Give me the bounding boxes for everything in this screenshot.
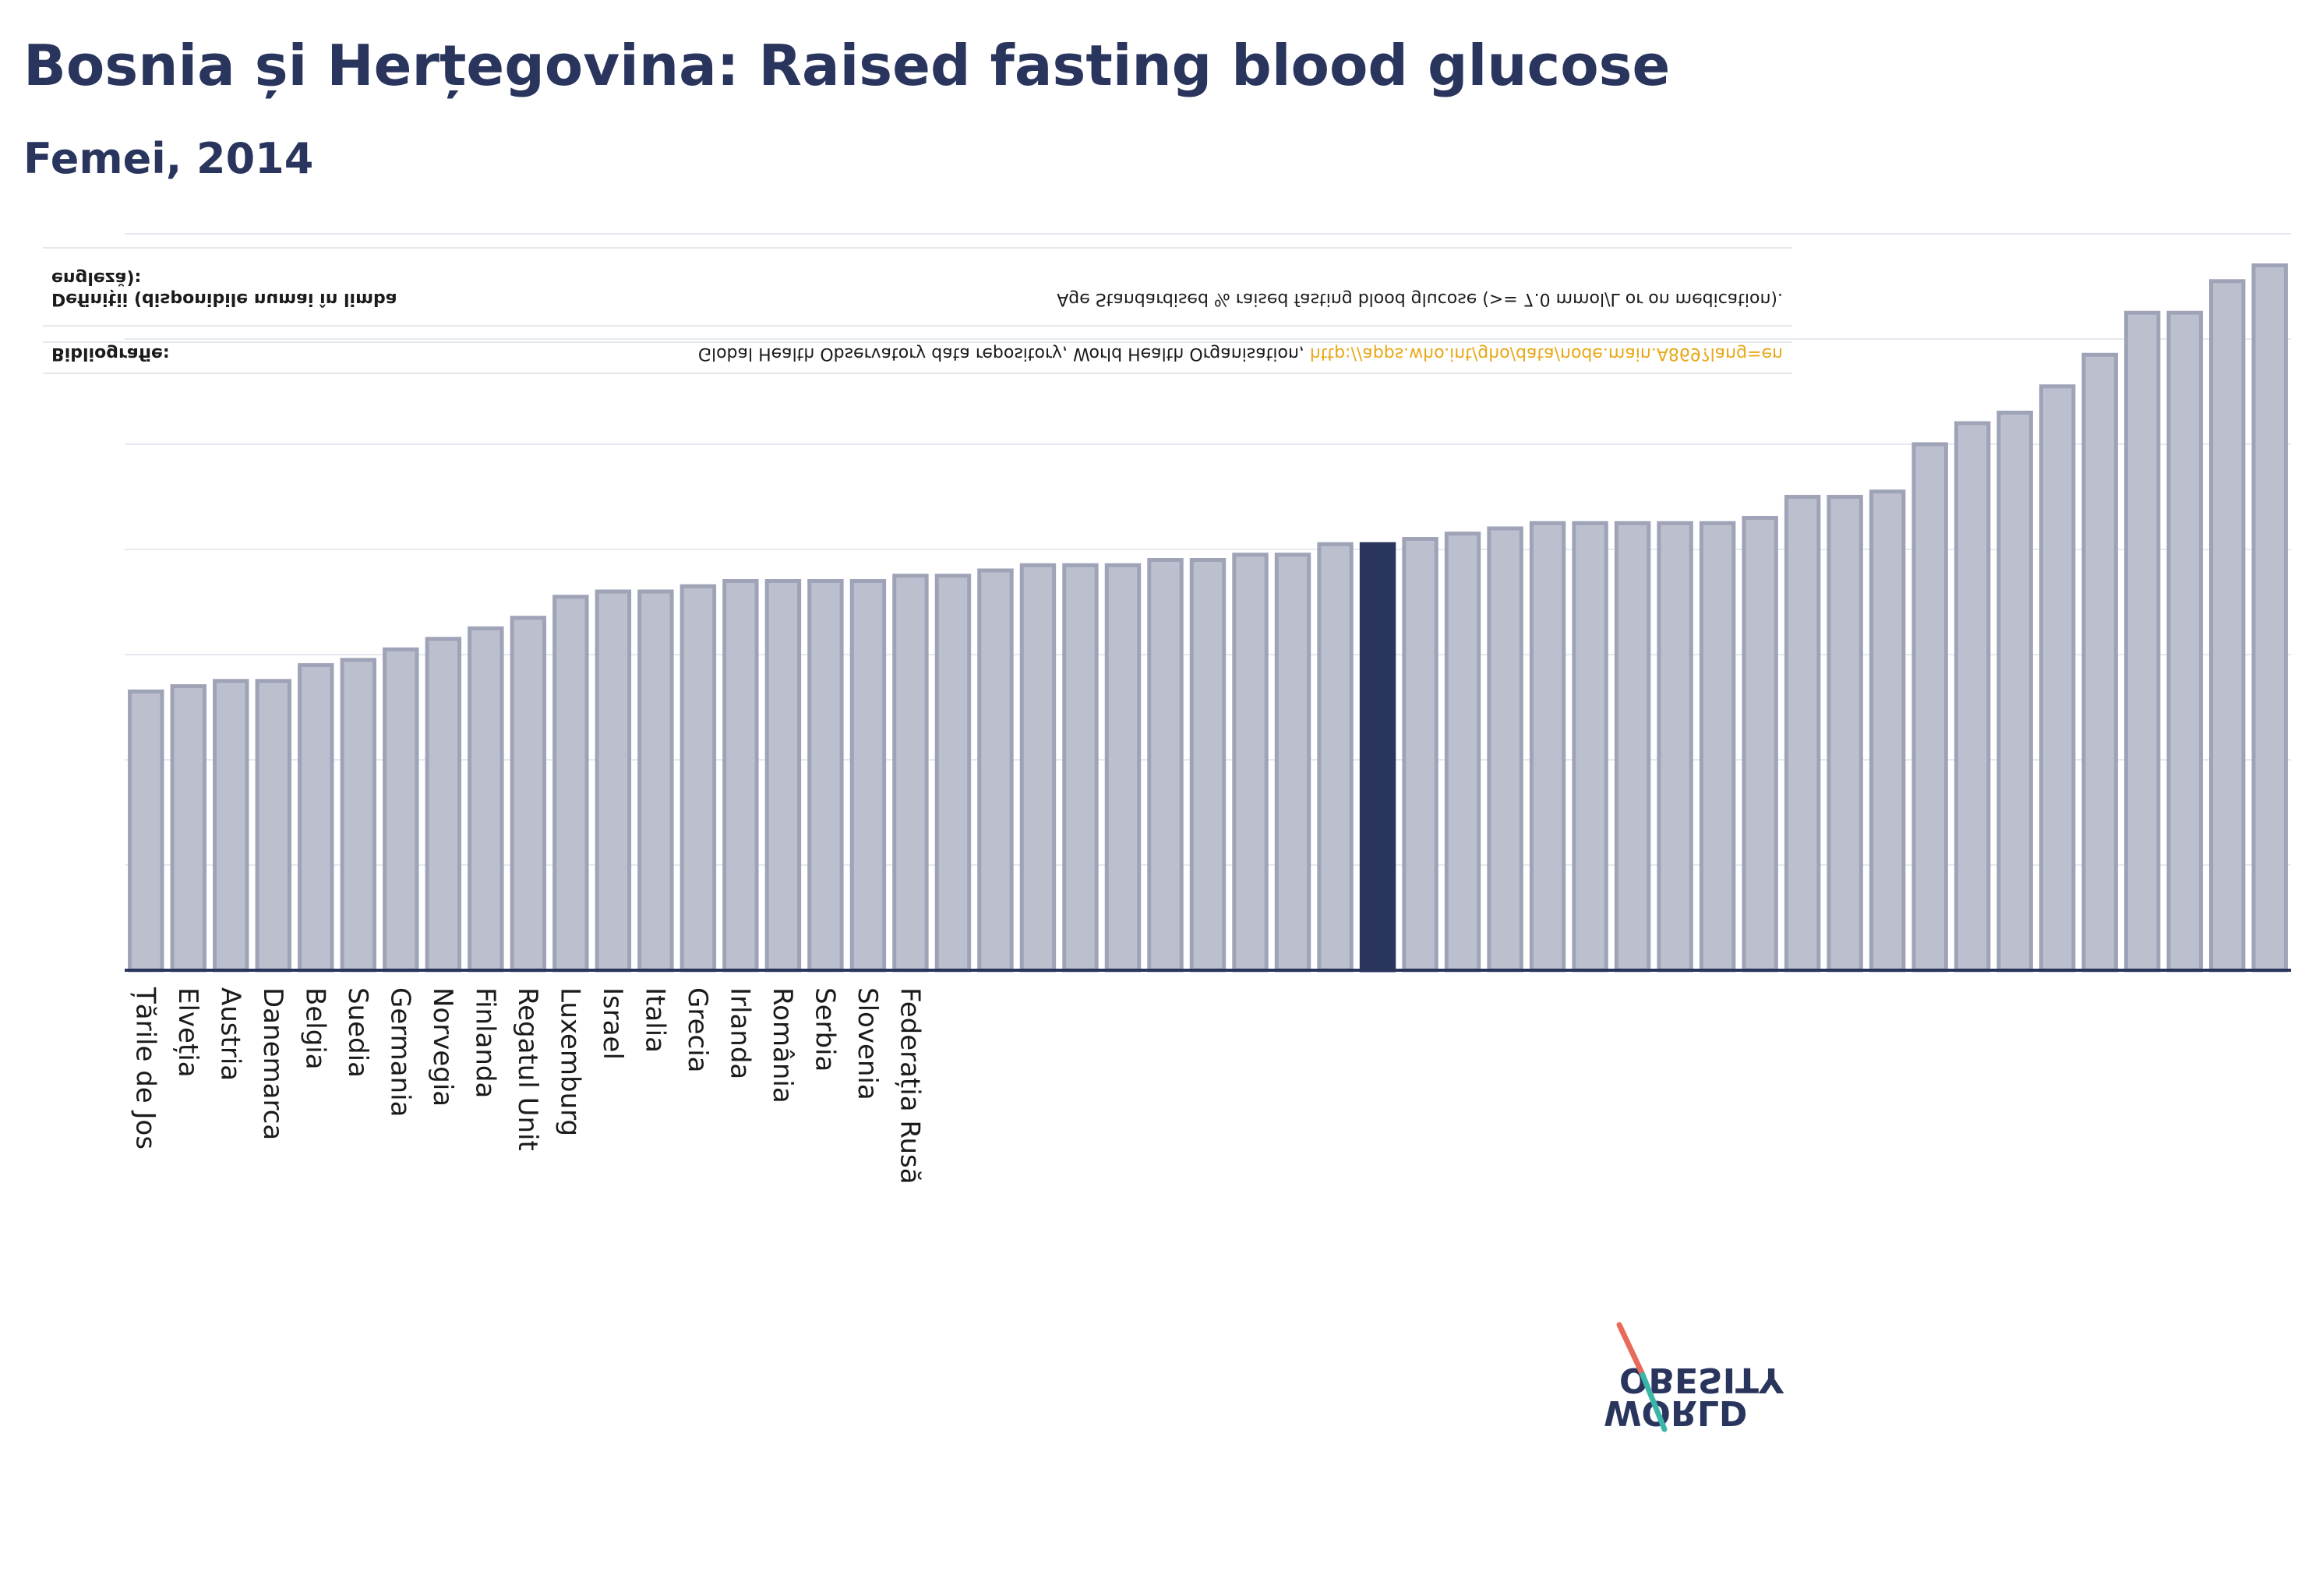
bibliography-source: Global Health Observatory data repositor… [698, 344, 1304, 363]
category-label: Slovenia [852, 987, 883, 1100]
bar[interactable] [255, 679, 291, 973]
category-label: Danemarca [257, 987, 288, 1140]
bar[interactable] [468, 626, 504, 973]
definitions-text: Age Standardised % raised fasting blood … [1057, 289, 1783, 309]
category-label: Grecia [682, 987, 713, 1072]
logo-text-world: WORLD [1604, 1393, 1747, 1432]
bar[interactable] [1062, 563, 1099, 973]
bar[interactable] [510, 616, 547, 973]
bibliography-label: Bibliografie: [51, 344, 170, 363]
bar[interactable] [425, 637, 462, 973]
bar[interactable] [213, 679, 249, 973]
bar[interactable] [1104, 563, 1142, 973]
bar[interactable] [1147, 558, 1184, 973]
bar[interactable] [1529, 521, 1566, 973]
bar[interactable] [1996, 411, 2033, 973]
bar[interactable] [2038, 384, 2076, 973]
bar[interactable] [2251, 263, 2288, 973]
bar[interactable] [1572, 521, 1608, 973]
bar[interactable] [128, 689, 164, 973]
bar[interactable] [679, 584, 717, 973]
bar[interactable] [977, 568, 1014, 973]
category-label: Finlanda [469, 987, 500, 1098]
chart-title: Bosnia și Herțegovina: Raised fasting bl… [23, 33, 1671, 98]
bibliography-text: Global Health Observatory data repositor… [698, 344, 1783, 363]
definitions-label-line1: Definiții (disponibile numai în limba [51, 289, 397, 309]
category-label: Regatul Unit [512, 987, 543, 1151]
bar[interactable] [1444, 531, 1481, 973]
bar[interactable] [1019, 563, 1057, 973]
category-label: Norvegia [427, 987, 458, 1107]
bar-highlight[interactable] [1359, 542, 1396, 973]
category-label: Irlanda [724, 987, 755, 1079]
bar[interactable] [1827, 495, 1863, 973]
bar[interactable] [892, 574, 929, 973]
bar[interactable] [1954, 421, 1991, 973]
bar[interactable] [170, 684, 206, 973]
bar[interactable] [340, 658, 377, 973]
bar[interactable] [2081, 352, 2118, 973]
bar[interactable] [1699, 521, 1736, 973]
category-label: Suedia [342, 987, 373, 1078]
bibliography-link[interactable]: http://apps.who.int/gho/data/node.main.A… [1310, 344, 1783, 363]
logo-slash [1616, 1322, 1646, 1378]
bar[interactable] [1911, 442, 1948, 973]
bar[interactable] [807, 579, 844, 973]
bar[interactable] [1487, 526, 1523, 973]
bars [128, 263, 2288, 973]
bar[interactable] [2209, 279, 2246, 973]
bar[interactable] [764, 579, 802, 973]
category-label: Italia [639, 987, 670, 1053]
bar[interactable] [849, 579, 887, 973]
bar[interactable] [1657, 521, 1693, 973]
bar[interactable] [383, 647, 419, 973]
category-label: Țările de Jos [129, 987, 161, 1149]
bar[interactable] [1317, 542, 1354, 973]
notes-box: Bibliografie: Global Health Observatory … [43, 247, 1792, 374]
bar[interactable] [1614, 521, 1651, 973]
definitions-label-line2: engleză): [51, 268, 141, 288]
category-label: Serbia [809, 987, 840, 1072]
category-label: Luxemburg [554, 987, 585, 1136]
bar[interactable] [298, 663, 334, 973]
category-label: Israel [597, 987, 628, 1060]
category-labels: Țările de Jos Elveția Austria Danemarca Belg… [129, 987, 925, 1185]
bar[interactable] [1232, 553, 1269, 973]
category-label: Belgia [299, 987, 330, 1070]
category-label: Elveția [172, 987, 203, 1078]
bar[interactable] [934, 574, 972, 973]
category-label: Austria [214, 987, 245, 1081]
logo-slash-lower [1640, 1372, 1668, 1432]
world-obesity-logo: OBESITY WORLD [1604, 1322, 1784, 1432]
bar[interactable] [1274, 553, 1311, 973]
bar[interactable] [1189, 558, 1227, 973]
chart-subtitle: Femei, 2014 [23, 134, 314, 183]
bar[interactable] [1742, 516, 1778, 973]
bar[interactable] [595, 589, 632, 973]
bar[interactable] [1784, 495, 1821, 973]
category-label: Federația Rusă [894, 987, 925, 1185]
bar[interactable] [2124, 310, 2161, 973]
bar[interactable] [1402, 537, 1438, 973]
bar[interactable] [552, 595, 589, 973]
bar[interactable] [2166, 310, 2203, 973]
category-label: Germania [384, 987, 415, 1117]
category-label: România [767, 987, 798, 1103]
bar[interactable] [1869, 489, 1906, 973]
bar[interactable] [722, 579, 759, 973]
bar[interactable] [637, 589, 674, 973]
